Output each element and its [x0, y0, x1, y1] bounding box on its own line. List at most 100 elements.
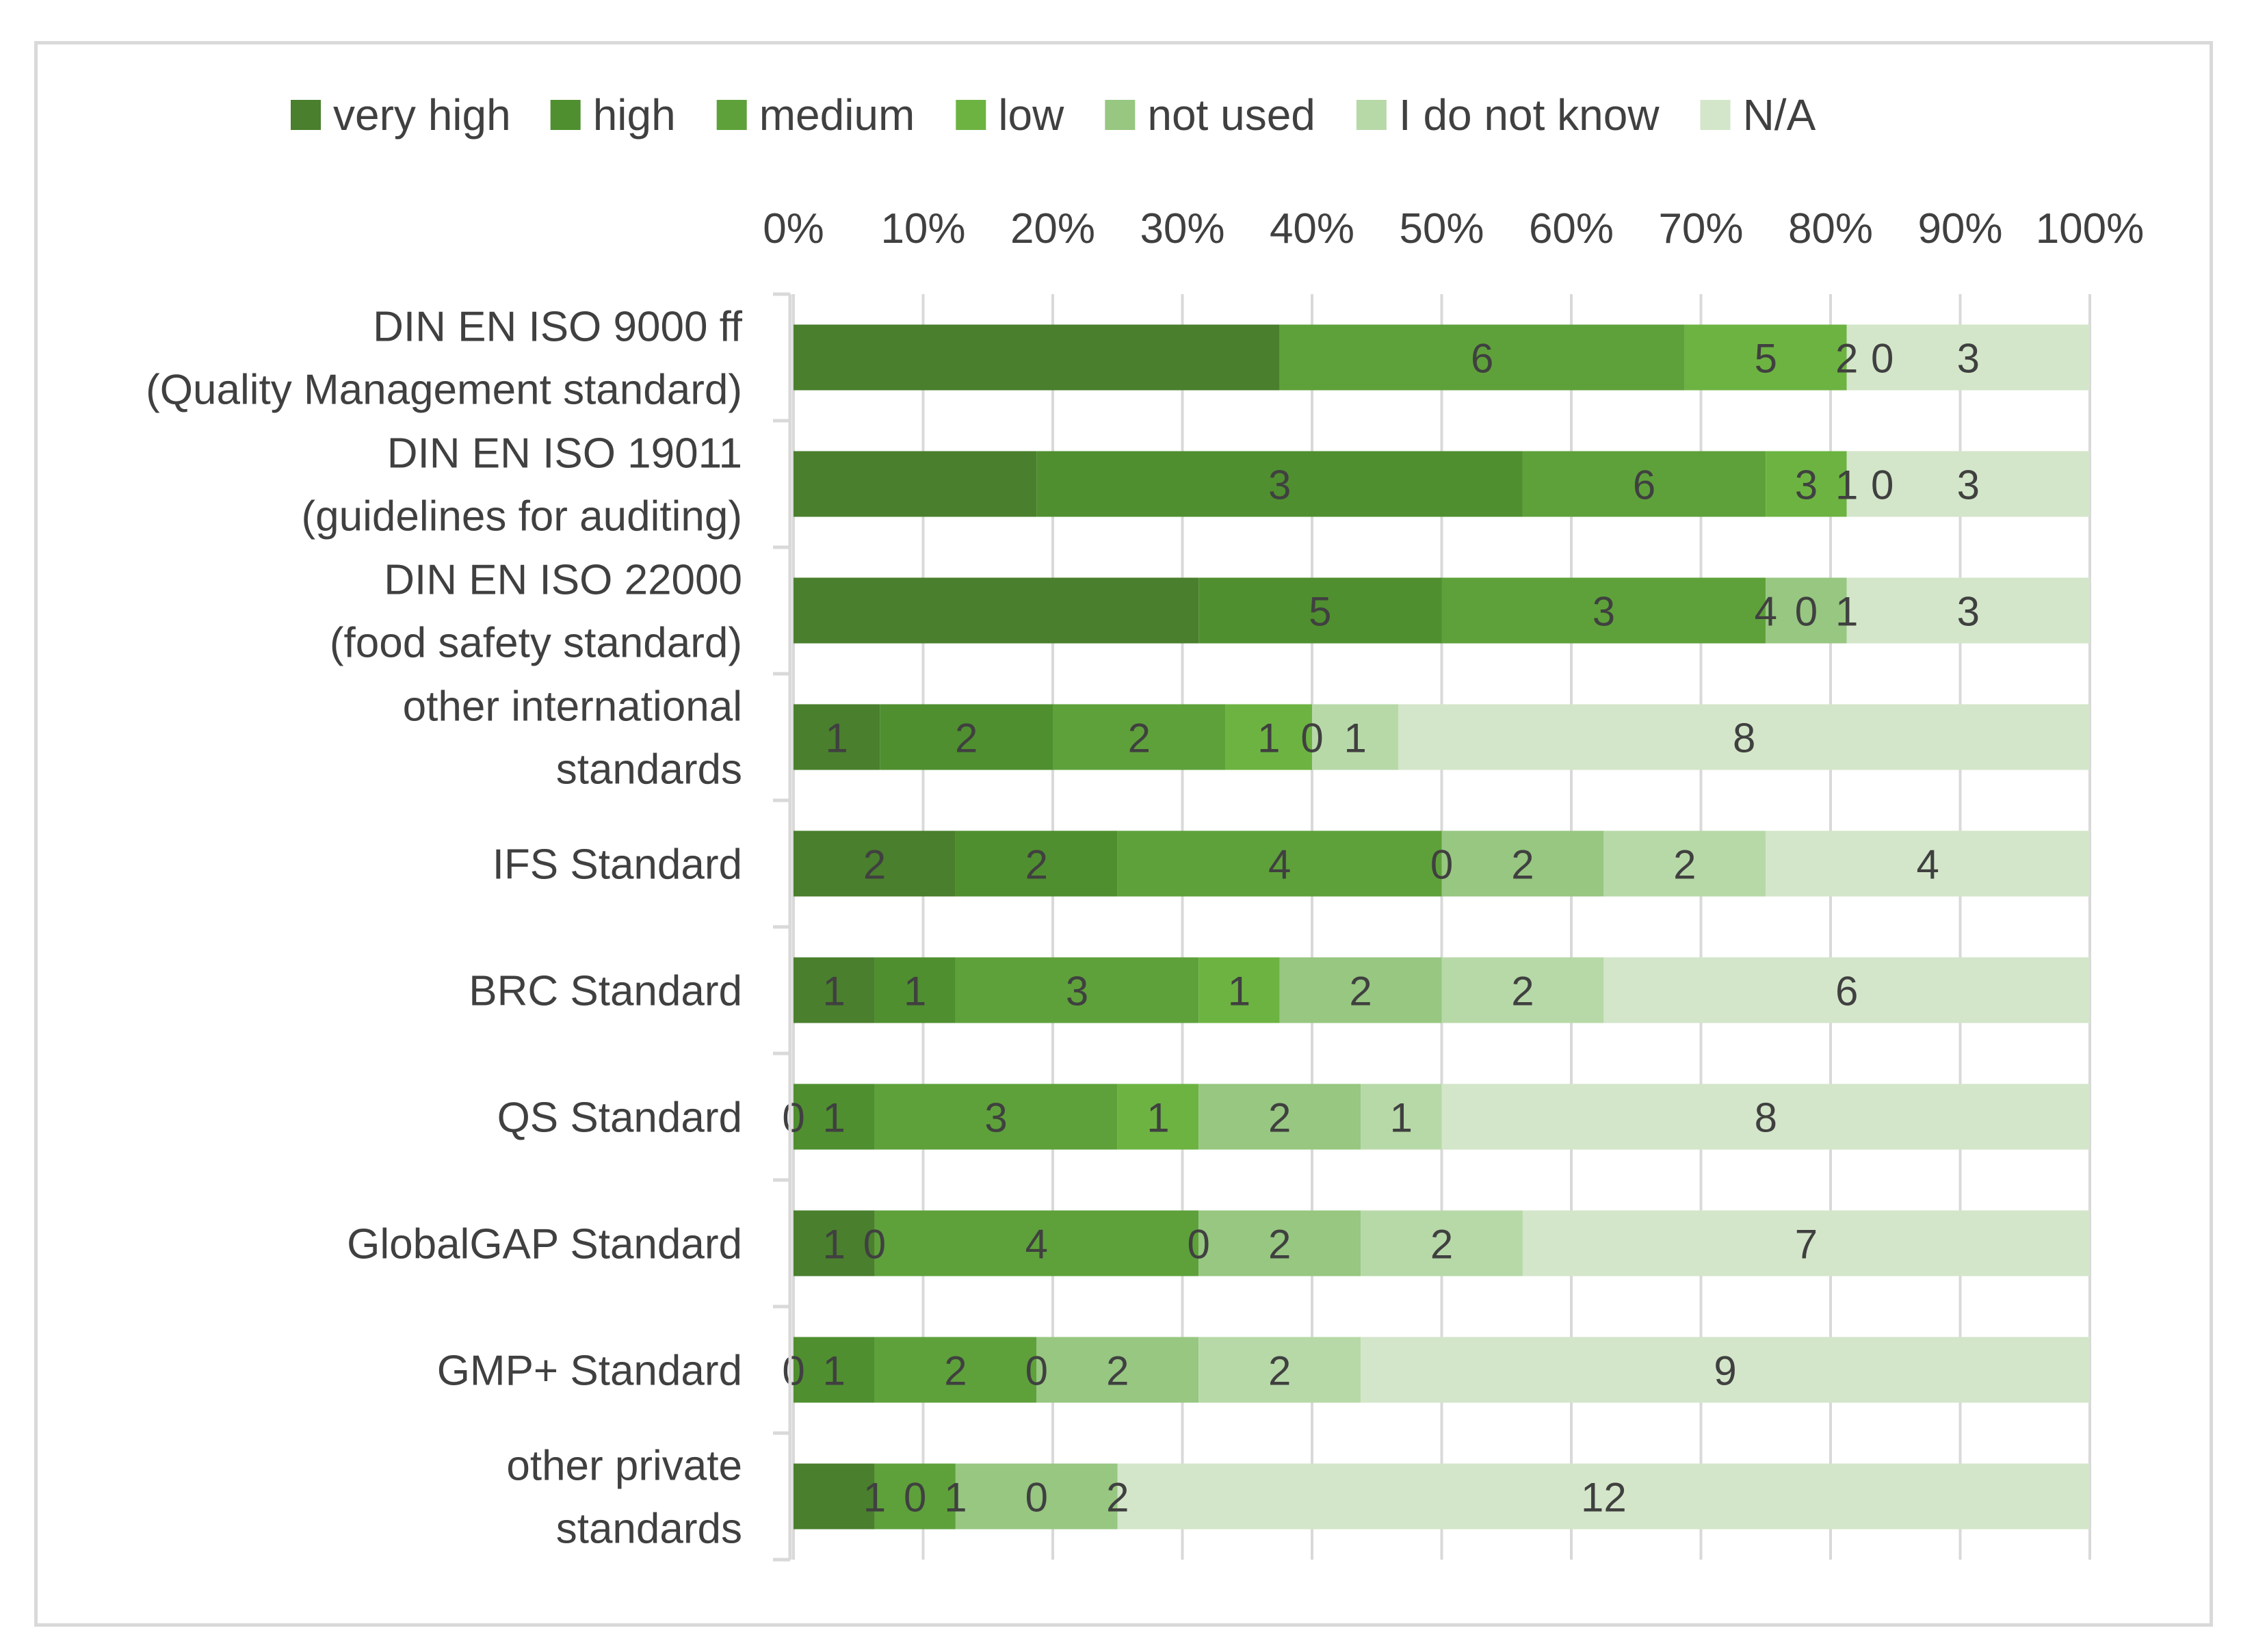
data-label: 6	[1471, 336, 1493, 382]
bar-segment	[794, 1337, 875, 1403]
x-tick-label: 30%	[1140, 205, 1224, 252]
data-label: 2	[944, 1348, 967, 1394]
bar-segment	[1361, 1084, 1442, 1150]
bar-segment	[1036, 1337, 1199, 1403]
category-label: standards	[556, 746, 742, 794]
data-label: 0	[1300, 716, 1323, 761]
data-label: 2	[1025, 842, 1048, 888]
data-label: 0	[782, 1348, 804, 1394]
data-label: 1	[1257, 716, 1280, 761]
x-axis-ticks: 0% 10% 20% 30% 40% 50% 60% 70% 80% 90% 100%	[763, 205, 2144, 252]
data-label: 0	[904, 1475, 926, 1521]
legend-label: N/A	[1743, 90, 1816, 140]
bar-segment	[794, 1463, 875, 1530]
bar-segment	[1117, 1084, 1199, 1150]
category-label: (Quality Management standard)	[146, 367, 742, 414]
data-label: 1	[1146, 1095, 1169, 1141]
bar-segment	[794, 957, 875, 1023]
bar-segment	[794, 1210, 875, 1276]
category-labels: DIN EN ISO 9000 ff (Quality Management st…	[146, 304, 743, 1553]
data-label: 3	[984, 1095, 1007, 1141]
bar-segment	[1053, 704, 1226, 770]
bar-segment	[794, 324, 1280, 391]
data-label: 1	[823, 1095, 846, 1141]
legend-swatch-high	[550, 100, 581, 130]
category-label: standards	[556, 1506, 742, 1553]
data-label: 2	[1268, 1095, 1291, 1141]
category-label: DIN EN ISO 22000	[384, 557, 742, 604]
x-tick-label: 100%	[2036, 205, 2145, 252]
bar-segment	[1117, 830, 1442, 897]
bar-segment	[794, 1084, 875, 1150]
legend-swatch-low	[956, 100, 986, 130]
data-label: 4	[1916, 842, 1939, 888]
bar-segment	[1766, 577, 1847, 644]
data-label: 0	[1795, 589, 1818, 635]
data-label: 3	[1957, 462, 1980, 508]
data-label: 2	[1511, 842, 1534, 888]
bar-segment	[1441, 1084, 2090, 1150]
bar-segment	[794, 577, 1199, 644]
data-label: 5	[1309, 589, 1331, 635]
bar-segment	[794, 830, 956, 897]
data-label: 3	[1593, 589, 1615, 635]
data-label: 12	[1581, 1475, 1627, 1521]
data-label: 1	[904, 969, 926, 1014]
bar-segment	[1361, 1210, 1523, 1276]
value-labels: 6 5 2 0 33 6 3 1 0 35 3 4 0 1 31 2 2 1 0 1 82 2 4 0 2 2 41 1 3 1 2 2 60 1…	[782, 336, 1980, 1521]
bar-segment	[1846, 577, 2090, 644]
data-label: 3	[1957, 336, 1980, 382]
data-label: 4	[1755, 589, 1777, 635]
data-label: 2	[1268, 1222, 1291, 1268]
bar-segment	[874, 957, 956, 1023]
legend-label: I do not know	[1399, 90, 1660, 140]
bar-segment	[1603, 957, 2090, 1023]
bar-segment	[1279, 324, 1685, 391]
data-label: 5	[1755, 336, 1777, 382]
bar-segment	[1522, 1210, 2090, 1276]
legend-swatch-very-high	[291, 100, 321, 130]
legend-label: low	[998, 90, 1064, 140]
category-label: GlobalGAP Standard	[347, 1221, 742, 1268]
data-label: 0	[1025, 1348, 1048, 1394]
data-label: 2	[1511, 969, 1534, 1014]
bar-segment	[794, 451, 1037, 517]
bar-segment	[1398, 704, 2090, 770]
category-label: IFS Standard	[493, 841, 742, 889]
data-label: 9	[1714, 1348, 1736, 1394]
data-label: 8	[1755, 1095, 1777, 1141]
data-label: 1	[823, 1348, 846, 1394]
legend-label: not used	[1147, 90, 1315, 140]
bar-segment	[874, 1337, 1037, 1403]
data-label: 6	[1835, 969, 1858, 1014]
bar-segment	[880, 704, 1053, 770]
x-tick-label: 70%	[1658, 205, 1743, 252]
bar-segment	[1766, 451, 1847, 517]
data-label: 6	[1633, 462, 1655, 508]
x-tick-label: 0%	[763, 205, 824, 252]
data-label: 0	[1871, 336, 1893, 382]
data-label: 2	[1673, 842, 1696, 888]
bar-segment	[1198, 957, 1280, 1023]
legend-swatch-not-used	[1105, 100, 1136, 130]
bar-segment	[1198, 1084, 1361, 1150]
legend-swatch-i-do-not-know	[1356, 100, 1387, 130]
data-label: 1	[1835, 462, 1858, 508]
data-label: 0	[1871, 462, 1893, 508]
data-label: 1	[863, 1475, 886, 1521]
bar-segment	[1846, 324, 2090, 391]
data-label: 0	[1188, 1222, 1210, 1268]
data-label: 1	[1228, 969, 1250, 1014]
x-tick-label: 10%	[880, 205, 965, 252]
bar-segment	[1684, 324, 1847, 391]
data-label: 1	[823, 1222, 846, 1268]
data-label: 4	[1025, 1222, 1048, 1268]
x-tick-label: 60%	[1529, 205, 1614, 252]
data-label: 0	[863, 1222, 886, 1268]
x-tick-label: 80%	[1788, 205, 1873, 252]
category-label: other international	[403, 683, 742, 731]
bar-segment	[1117, 1463, 2090, 1530]
data-label: 4	[1268, 842, 1291, 888]
data-label: 1	[1344, 716, 1366, 761]
